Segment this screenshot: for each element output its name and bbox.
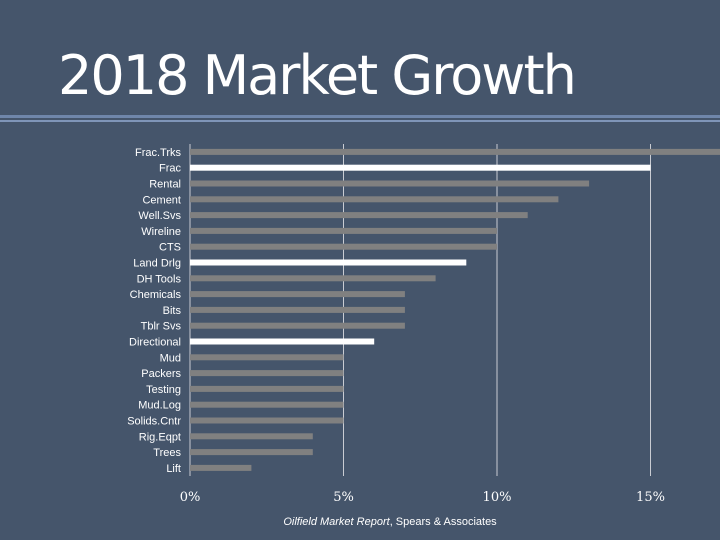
- tick-label-0: 0%: [180, 490, 201, 505]
- category-label-lift: Lift: [166, 463, 181, 475]
- bar-mud-log: [190, 401, 344, 408]
- bar-bits: [190, 306, 405, 313]
- bar-tblr-svs: [190, 322, 405, 329]
- bars: [190, 148, 720, 471]
- source-report-name: Oilfield Market Report: [283, 516, 390, 528]
- category-label-dh-tools: DH Tools: [137, 273, 182, 285]
- category-label-rig-eqpt: Rig.Eqpt: [139, 431, 181, 443]
- bar-cement: [190, 196, 559, 203]
- bar-frac-trks: [190, 148, 720, 155]
- bar-packers: [190, 370, 344, 377]
- tick-label-10: 10%: [483, 490, 512, 505]
- category-label-bits: Bits: [163, 305, 182, 317]
- category-label-packers: Packers: [141, 368, 181, 380]
- bar-rig-eqpt: [190, 433, 313, 440]
- bar-directional: [190, 338, 375, 345]
- bar-chemicals: [190, 291, 405, 298]
- category-label-tblr-svs: Tblr Svs: [141, 321, 182, 333]
- category-label-wireline: Wireline: [141, 226, 181, 238]
- bar-solids-cntr: [190, 417, 344, 424]
- title-underline: [0, 115, 720, 118]
- source-note: Oilfield Market Report, Spears & Associa…: [0, 516, 720, 528]
- category-label-testing: Testing: [146, 384, 181, 396]
- category-label-frac-trks: Frac.Trks: [135, 147, 182, 159]
- category-label-cts: CTS: [159, 242, 181, 254]
- category-label-land-drlg: Land Drlg: [133, 258, 181, 270]
- bar-testing: [190, 385, 344, 392]
- source-publisher: , Spears & Associates: [389, 516, 497, 528]
- category-label-trees: Trees: [153, 447, 181, 459]
- category-label-chemicals: Chemicals: [130, 289, 182, 301]
- bar-dh-tools: [190, 275, 436, 282]
- bar-wireline: [190, 227, 497, 234]
- category-label-directional: Directional: [129, 337, 181, 349]
- category-label-frac: Frac: [159, 163, 182, 175]
- bar-land-drlg: [190, 259, 467, 266]
- bar-frac: [190, 164, 651, 171]
- category-label-mud-log: Mud.Log: [138, 400, 181, 412]
- bar-lift: [190, 464, 252, 471]
- tick-label-15: 15%: [636, 490, 665, 505]
- category-labels: Frac.Trks Frac Rental Cement Well.Svs Wirelin…: [127, 147, 181, 475]
- category-label-cement: Cement: [142, 194, 181, 206]
- tick-label-5: 5%: [333, 490, 354, 505]
- bar-well-svs: [190, 212, 528, 219]
- category-label-mud: Mud: [160, 352, 181, 364]
- bar-rental: [190, 180, 590, 187]
- axis-tick-labels: 0%5%10%15%20%25%: [180, 490, 665, 505]
- bar-trees: [190, 449, 313, 456]
- bar-cts: [190, 243, 497, 250]
- category-label-solids-cntr: Solids.Cntr: [127, 416, 181, 428]
- category-label-well-svs: Well.Svs: [138, 210, 181, 222]
- page-title: 2018 Market Growth: [58, 44, 577, 107]
- bar-mud: [190, 354, 344, 361]
- category-label-rental: Rental: [149, 179, 181, 191]
- title-underline-secondary: [0, 120, 720, 122]
